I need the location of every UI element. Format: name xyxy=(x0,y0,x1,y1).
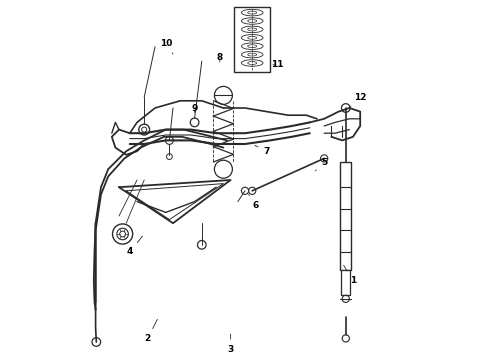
Bar xyxy=(341,162,351,270)
Circle shape xyxy=(215,160,232,178)
Text: 7: 7 xyxy=(255,145,270,156)
Text: 10: 10 xyxy=(160,39,173,54)
Text: 2: 2 xyxy=(145,319,157,343)
Circle shape xyxy=(215,86,232,104)
Bar xyxy=(234,7,270,72)
Text: 6: 6 xyxy=(248,194,259,210)
Bar xyxy=(342,270,350,295)
Text: 9: 9 xyxy=(192,104,198,113)
Text: 5: 5 xyxy=(316,158,327,171)
Circle shape xyxy=(120,231,125,237)
Text: 8: 8 xyxy=(217,53,223,62)
Text: 12: 12 xyxy=(349,93,367,108)
Text: 4: 4 xyxy=(126,236,143,256)
Text: 11: 11 xyxy=(271,60,284,69)
Circle shape xyxy=(142,127,147,132)
Text: 1: 1 xyxy=(343,265,356,285)
Text: 3: 3 xyxy=(227,334,234,354)
